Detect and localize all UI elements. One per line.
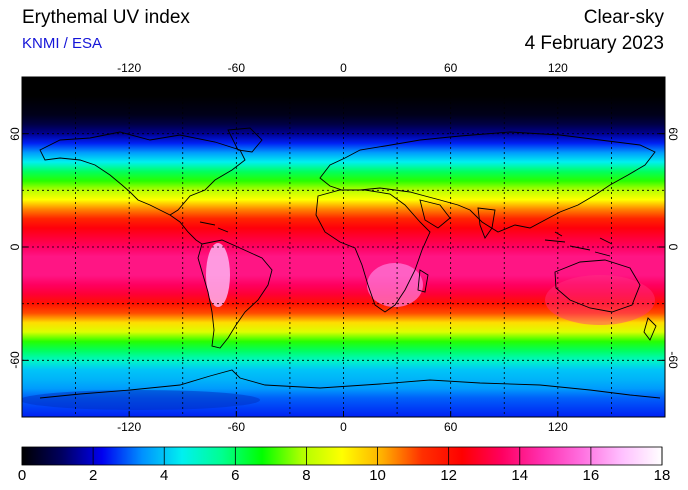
colorbar-tick-label: 14 xyxy=(511,467,529,484)
coastline-madagascar xyxy=(417,269,429,293)
sky-condition-label: Clear-sky xyxy=(583,7,664,28)
coastline-south-america xyxy=(197,239,273,349)
coastline-arabia xyxy=(419,199,451,229)
coastline-caribbean xyxy=(199,221,229,233)
colorbar-tick-label: 10 xyxy=(369,467,386,484)
colorbar-tick-label: 6 xyxy=(231,467,240,484)
colorbar-tick-label: 8 xyxy=(302,467,311,484)
lat-label-left: 60 xyxy=(8,126,22,141)
uv-hotspots xyxy=(22,243,655,410)
lon-label-top: -120 xyxy=(117,61,142,75)
lon-label-top: 60 xyxy=(443,61,458,75)
lat-label-right: 0 xyxy=(666,243,680,251)
graticule xyxy=(22,77,665,417)
coastline-africa xyxy=(315,189,431,313)
lon-label-bottom: 60 xyxy=(443,420,458,434)
coastline-maritime-continent xyxy=(544,231,613,257)
lon-label-top: -60 xyxy=(227,61,245,75)
colorbar-tick-label: 0 xyxy=(17,467,27,484)
colorbar-tick-label: 16 xyxy=(582,467,600,484)
coastline-central-america xyxy=(169,214,203,245)
colorbar-ticks xyxy=(21,447,663,465)
andes-hotspot xyxy=(206,243,230,307)
lon-label-bottom: -120 xyxy=(117,420,142,434)
colorbar xyxy=(21,446,663,466)
coastline-australia xyxy=(554,259,641,313)
source-credit: KNMI / ESA xyxy=(22,35,103,52)
lon-label-top: 120 xyxy=(547,61,568,75)
colorbar-tick-label: 18 xyxy=(653,467,671,484)
lon-label-top: 0 xyxy=(340,61,347,75)
coastline-eurasia xyxy=(319,131,656,233)
coastlines xyxy=(39,127,661,399)
lat-label-left: -60 xyxy=(8,351,22,369)
lat-label-right: 60 xyxy=(666,126,680,141)
coastline-greenland xyxy=(227,127,263,153)
colorbar-tick-label: 12 xyxy=(440,467,457,484)
lat-label-right: -60 xyxy=(666,351,680,369)
coastline-north-america xyxy=(39,131,246,216)
lon-label-bottom: 0 xyxy=(340,420,347,434)
coastline-india xyxy=(477,207,496,239)
lon-label-bottom: -60 xyxy=(227,420,245,434)
coastline-antarctica xyxy=(39,369,661,399)
lon-label-bottom: 120 xyxy=(547,420,568,434)
southern-africa-hotspot xyxy=(367,263,423,307)
antarctic-lowuv xyxy=(22,390,260,410)
map-title: Erythemal UV index xyxy=(22,7,190,28)
lat-label-left: 0 xyxy=(8,243,22,251)
coastline-new-zealand xyxy=(643,317,657,341)
date-label: 4 February 2023 xyxy=(524,33,664,54)
colorbar-tick-label: 4 xyxy=(160,467,169,484)
colorbar-tick-label: 2 xyxy=(88,467,98,484)
map-ticks xyxy=(22,77,665,417)
australia-hotspot xyxy=(545,275,655,325)
